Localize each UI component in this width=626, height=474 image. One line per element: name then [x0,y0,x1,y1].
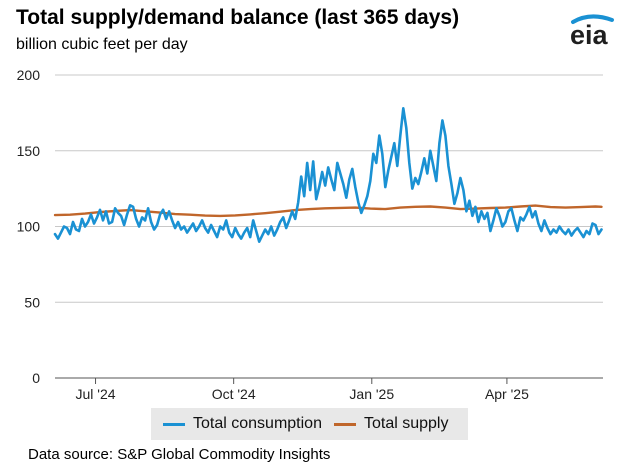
x-axis-ticks: Jul '24 Oct '24 Jan '25 Apr '25 [76,378,529,402]
legend-item-consumption[interactable]: Total consumption [163,415,322,433]
x-tick-label: Apr '25 [485,386,529,402]
legend: Total consumption Total supply [151,408,468,440]
y-tick-label: 0 [32,370,40,386]
grid-lines [55,74,603,379]
y-tick-label: 50 [24,294,40,310]
legend-label-consumption: Total consumption [193,415,322,432]
legend-swatch-supply [333,422,356,426]
legend-swatch-consumption [163,422,185,426]
y-tick-label: 150 [17,143,41,159]
series-line-total-supply [53,204,603,218]
y-tick-label: 200 [17,67,41,83]
chart-subtitle: billion cubic feet per day [16,36,188,53]
eia-logo: eia [570,14,614,48]
data-source-note: Data source: S&P Global Commodity Insigh… [28,446,331,463]
y-tick-label: 100 [17,219,41,235]
legend-label-supply: Total supply [363,415,449,432]
x-tick-label: Oct '24 [212,386,256,402]
logo-swoosh [571,14,614,24]
y-axis-ticks: 0 50 100 150 200 [17,67,41,386]
chart-title: Total supply/demand balance (last 365 da… [16,6,460,29]
legend-item-supply[interactable]: Total supply [333,415,449,433]
series-lines [53,107,603,243]
x-tick-label: Jan '25 [349,386,394,402]
line-chart: 0 50 100 150 200 Jul '24 Oct '24 Jan '25 Apr '2… [17,67,603,402]
x-tick-label: Jul '24 [76,386,116,402]
logo-text: eia [570,20,609,48]
series-line-total-consumption [53,107,603,243]
